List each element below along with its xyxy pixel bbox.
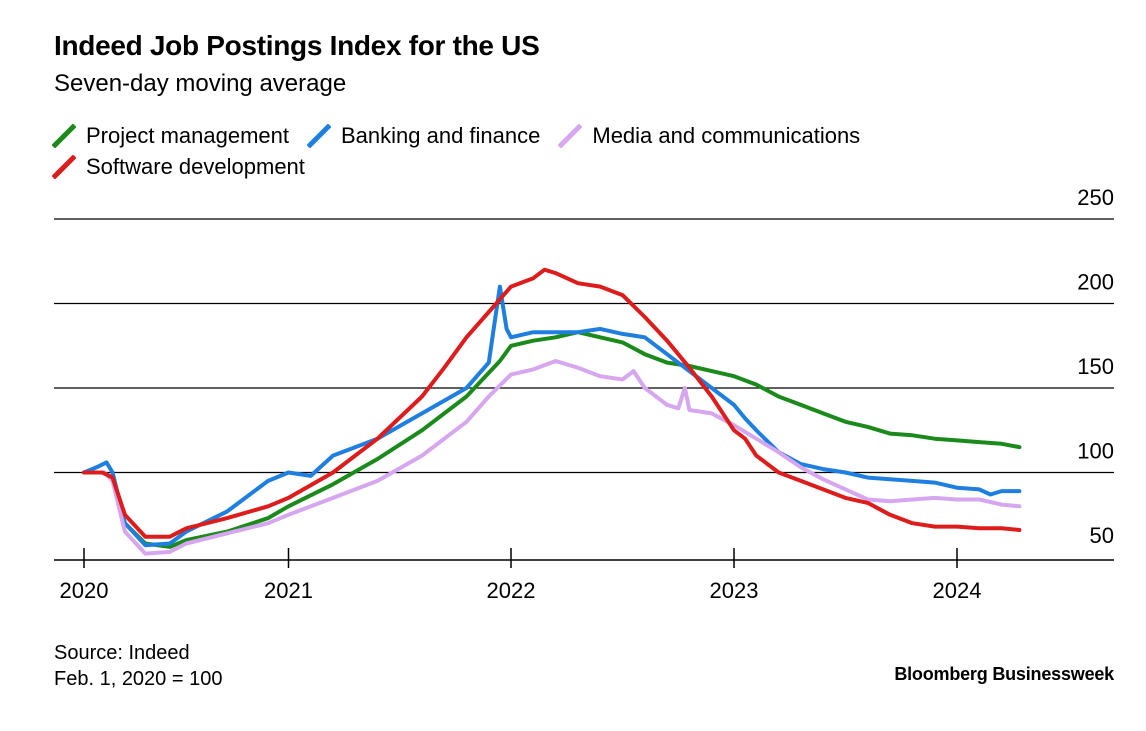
legend-label: Project management <box>86 122 289 148</box>
y-tick-label: 200 <box>1077 270 1114 295</box>
source-text: Source: Indeed <box>54 642 190 664</box>
legend-item-media-and-communications: Media and communications <box>558 123 860 149</box>
brand-logo: Bloomberg Businessweek <box>894 664 1114 684</box>
legend-swatch <box>307 123 331 148</box>
legend: Project management Banking and finance M… <box>52 120 1052 182</box>
legend-swatch <box>52 123 76 148</box>
y-tick-label: 50 <box>1090 523 1114 548</box>
x-tick-label: 2023 <box>710 578 759 603</box>
legend-swatch <box>558 123 583 148</box>
legend-label: Banking and finance <box>341 122 541 148</box>
x-tick-label: 2021 <box>264 578 313 603</box>
series-line-banking-and-finance <box>82 284 1022 548</box>
x-axis: 2020 2021 2022 2023 2024 <box>54 548 1114 603</box>
chart-subtitle: Seven-day moving average <box>54 70 347 97</box>
chart-title: Indeed Job Postings Index for the US <box>54 30 540 61</box>
series-line-project-management <box>82 330 1022 549</box>
legend-swatch <box>52 154 76 179</box>
series-line-media-and-communications <box>82 359 1022 556</box>
legend-label: Software development <box>86 153 305 179</box>
x-tick-label: 2020 <box>60 578 109 603</box>
y-axis-ticks: 50 100 150 200 250 <box>1077 185 1114 548</box>
legend-item-software-development: Software development <box>52 154 305 180</box>
source-note: Source: Indeed Feb. 1, 2020 = 100 <box>54 640 222 692</box>
baseline-note: Feb. 1, 2020 = 100 <box>54 668 223 690</box>
legend-item-project-management: Project management <box>52 123 289 149</box>
y-tick-label: 150 <box>1077 354 1114 379</box>
y-tick-label: 250 <box>1077 185 1114 210</box>
legend-label: Media and communications <box>592 122 861 148</box>
series-line-software-development <box>82 267 1022 539</box>
series-lines <box>82 267 1022 556</box>
x-tick-label: 2024 <box>933 578 982 603</box>
legend-item-banking-and-finance: Banking and finance <box>307 123 540 149</box>
y-tick-label: 100 <box>1077 439 1114 464</box>
gridlines <box>54 218 1114 474</box>
x-tick-label: 2022 <box>487 578 536 603</box>
